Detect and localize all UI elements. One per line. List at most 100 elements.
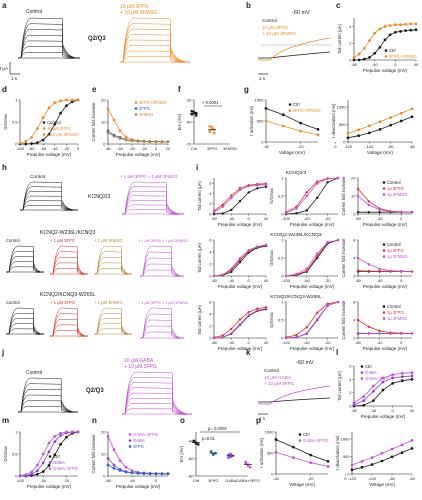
legend-label: Control	[387, 304, 401, 309]
x-axis-label-i3c: Prepulse voltage (mV)	[363, 346, 408, 351]
x-tick-label-d: -20	[64, 146, 71, 151]
y-tick-label-l: 2	[349, 390, 352, 395]
x-tick-label-d: -60	[40, 146, 47, 151]
data-point-l	[371, 384, 375, 388]
series-line-i2c	[357, 257, 413, 272]
a-control-label: Control	[26, 9, 42, 15]
data-point-n	[130, 471, 134, 475]
panel-letter-i: i	[196, 163, 198, 172]
y-tick-label-i3b: 0	[281, 336, 284, 341]
data-point-i1c	[367, 203, 371, 207]
category-label-o: GABA+3FPG	[236, 478, 260, 483]
data-point-g2	[378, 120, 382, 124]
x-tick-label-i3a: -80	[211, 340, 218, 345]
data-point-i3c	[356, 318, 360, 322]
y-tick-label-c: 2	[349, 41, 352, 46]
data-point-i1b	[326, 181, 329, 184]
data-point-i2b	[284, 274, 288, 278]
data-point-i2c	[356, 269, 360, 272]
h-r2-control-label: Control	[6, 238, 20, 243]
y-tick-label-o: -40	[188, 438, 195, 443]
a-scalebar-y-label: 3 μA	[0, 66, 8, 71]
y-axis-label-i1b: G/Gmax	[269, 187, 274, 203]
legend-label: Ctrl	[293, 102, 300, 107]
data-point-e	[118, 137, 122, 140]
data-point-d	[35, 141, 39, 145]
data-point-i1b	[305, 194, 309, 198]
y-tick-label-d: 0.5	[12, 120, 18, 125]
data-point-p2	[380, 451, 384, 455]
data-point-c	[378, 45, 382, 49]
data-point-i1a	[212, 212, 216, 216]
data-point-p2	[380, 459, 384, 463]
x-tick-label-i2b: -100	[282, 278, 291, 283]
y-tick-label-i3a: 0	[209, 336, 212, 341]
legend-marker	[128, 439, 132, 442]
x-tick-label-p2: -60	[409, 476, 416, 481]
legend-marker	[134, 107, 138, 110]
data-point-l	[352, 401, 356, 405]
h-r1-drug-trace	[122, 200, 185, 215]
y-axis-label-i1c: Current fold increase	[341, 176, 346, 216]
data-point-i1a	[221, 203, 224, 206]
legend-marker	[42, 121, 46, 124]
x-tick-label-n: -40	[129, 478, 136, 483]
x-axis-label-n: Prepulse voltage (mV)	[116, 484, 161, 489]
data-point-c	[414, 22, 418, 26]
data-point-c	[393, 30, 397, 34]
x-tick-label-i1b: -60	[304, 216, 311, 221]
data-point-i1a	[221, 212, 224, 215]
data-point-g1	[316, 127, 320, 131]
data-point-g2	[399, 111, 403, 115]
panel-letter-p: p	[256, 416, 261, 425]
legend-label: 1μ 3FMSG	[387, 192, 407, 197]
h-r3-both-label: + 1 μM 3FPG + 1 μM 3FMSG	[138, 301, 188, 305]
data-point-i1a	[221, 205, 224, 209]
data-point-p1	[291, 445, 295, 449]
x-tick-label-i1c: -80	[355, 216, 362, 221]
data-point-i1a	[238, 188, 242, 192]
legend-label: 3FPG	[133, 444, 144, 449]
y-tick-label-m: 0	[15, 474, 18, 479]
panel-letter-a: a	[2, 1, 7, 10]
series-line-i1b	[285, 177, 339, 214]
y-tick-label-i3a: 6	[209, 300, 212, 305]
x-tick-label-p1: 0	[344, 476, 347, 481]
j-drug1-label: 10 μM GABA	[124, 358, 154, 364]
data-point-i1a	[230, 208, 233, 212]
data-point-l	[381, 376, 385, 380]
i-row-title-2: KCNQ2-W236L/KCNQ3	[270, 232, 322, 238]
data-point-f	[212, 131, 216, 135]
y-axis-label-i3b: G/Gmax	[269, 311, 274, 327]
legend-marker	[48, 461, 52, 464]
j-drug-trace	[122, 387, 193, 415]
y-axis-label-e: Current fold increase	[91, 102, 96, 142]
data-point-i1c	[356, 210, 360, 214]
y-tick-label-i1c: 20	[351, 176, 356, 181]
y-tick-label-c: 4	[349, 24, 352, 29]
x-tick-label-i3b: -60	[304, 340, 311, 345]
j-control-trace	[18, 394, 79, 413]
data-point-i3a	[212, 336, 216, 340]
y-axis-label-c: Tail current (μA)	[337, 24, 342, 54]
data-point-d	[30, 142, 34, 146]
data-point-f	[190, 109, 194, 113]
data-point-i1c	[367, 210, 371, 214]
data-point-f	[210, 126, 214, 129]
data-point-e	[160, 140, 164, 144]
y-tick-label-p1: 1000	[265, 430, 275, 435]
x-tick-label-e: 20	[166, 146, 171, 151]
data-point-n	[160, 472, 164, 476]
x-tick-label-i3a: 0	[248, 340, 251, 345]
x-axis-label-p1: Voltage (mV)	[289, 482, 316, 487]
x-tick-label-p1: -40	[273, 476, 280, 481]
h-r3-control-label: Control	[6, 300, 20, 305]
data-point-i1c	[389, 210, 392, 213]
data-point-l	[410, 371, 414, 375]
panel-letter-m: m	[2, 416, 9, 425]
a-drug1-label: 10 μM 3FPG	[120, 4, 149, 10]
y-tick-label-i1b: 1	[281, 176, 284, 181]
legend-label: Ctrl	[389, 48, 396, 53]
data-point-p2	[350, 463, 354, 467]
data-point-i3c	[356, 331, 360, 335]
